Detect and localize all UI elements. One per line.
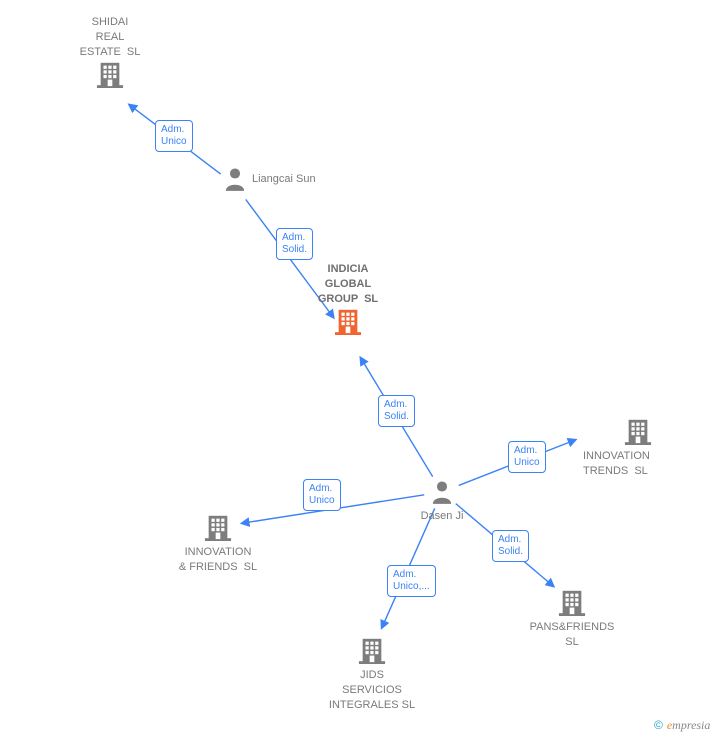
node-pans[interactable]: PANS&FRIENDS SL <box>517 588 627 650</box>
node-inn_friends[interactable]: INNOVATION & FRIENDS SL <box>163 513 273 575</box>
node-liangcai[interactable]: Liangcai Sun <box>224 166 316 192</box>
edge-label: Adm. Unico <box>303 479 341 511</box>
edge-label: Adm. Unico <box>508 441 546 473</box>
node-dasen[interactable]: Dasen Ji <box>387 479 497 524</box>
person-icon <box>224 166 246 192</box>
building-icon <box>95 60 125 88</box>
copyright: ©empresia <box>654 718 710 733</box>
edge-label: Adm. Unico <box>155 120 193 152</box>
node-jids[interactable]: JIDS SERVICIOS INTEGRALES SL <box>317 636 427 713</box>
building-icon <box>623 417 653 445</box>
edge-label: Adm. Solid. <box>492 530 529 562</box>
node-label: INNOVATION TRENDS SL <box>583 449 693 479</box>
copyright-symbol: © <box>654 718 663 732</box>
person-icon <box>431 479 453 505</box>
edge-label: Adm. Solid. <box>276 228 313 260</box>
node-inn_trends[interactable]: INNOVATION TRENDS SL <box>583 417 693 479</box>
node-label: JIDS SERVICIOS INTEGRALES SL <box>317 668 427 713</box>
node-label: Dasen Ji <box>387 509 497 524</box>
node-label: Liangcai Sun <box>252 172 316 187</box>
node-label: INNOVATION & FRIENDS SL <box>163 545 273 575</box>
node-label: SHIDAI REAL ESTATE SL <box>70 15 150 60</box>
node-label: INDICIA GLOBAL GROUP SL <box>308 262 388 307</box>
edge-label: Adm. Solid. <box>378 395 415 427</box>
building-icon <box>357 636 387 664</box>
node-indicia[interactable]: INDICIA GLOBAL GROUP SL <box>308 262 388 335</box>
building-icon <box>333 307 363 335</box>
edge-label: Adm. Unico,... <box>387 565 436 597</box>
node-shidai[interactable]: SHIDAI REAL ESTATE SL <box>70 15 150 88</box>
node-label: PANS&FRIENDS SL <box>517 620 627 650</box>
copyright-rest: mpresia <box>672 718 710 732</box>
building-icon <box>203 513 233 541</box>
building-icon <box>557 588 587 616</box>
